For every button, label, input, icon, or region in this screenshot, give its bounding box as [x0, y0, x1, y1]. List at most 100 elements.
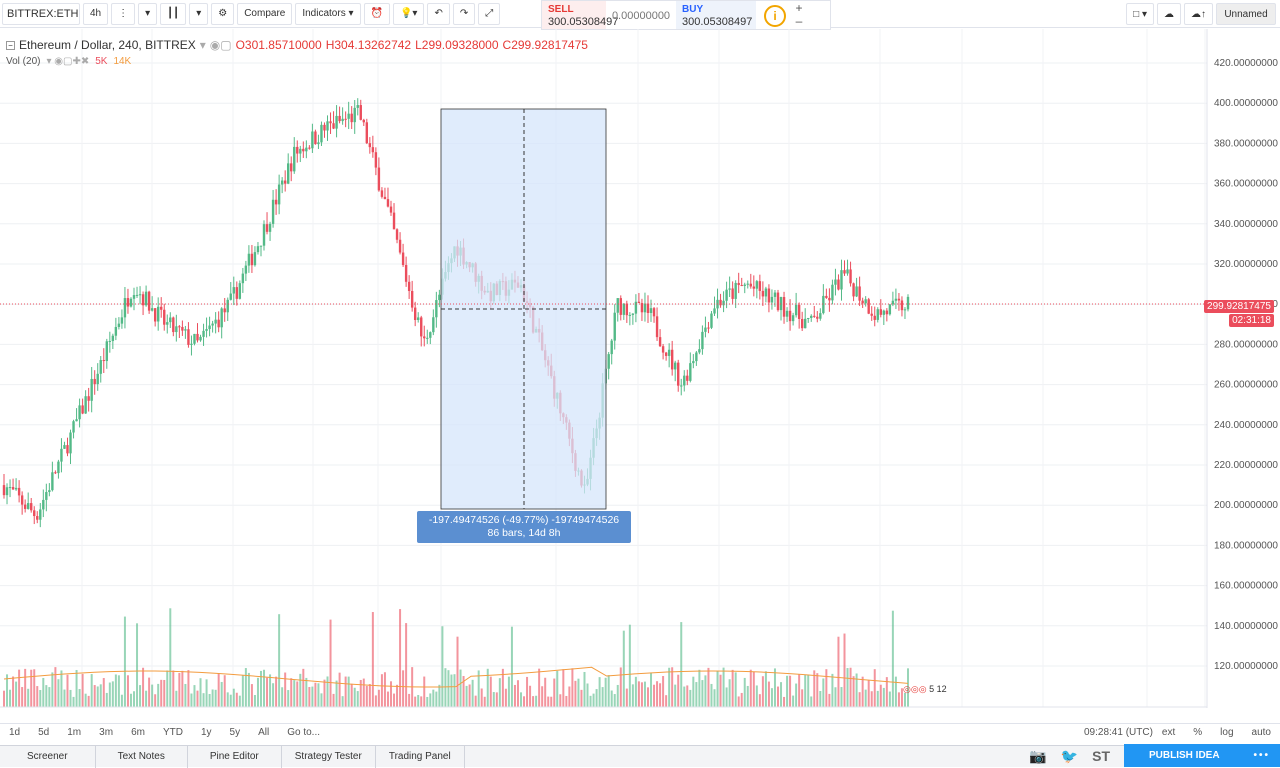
volume-value-a: 5K — [95, 56, 108, 67]
range-all[interactable]: All — [258, 727, 270, 738]
interval-button[interactable]: 4h — [83, 2, 109, 25]
cloud-save-icon[interactable]: ☁↑ — [1184, 3, 1213, 25]
volume-bar — [907, 668, 909, 707]
legend-dropdown-icon[interactable]: ▾ — [199, 38, 206, 52]
tab-pine-editor[interactable]: Pine Editor — [188, 745, 282, 768]
volume-bar — [867, 680, 870, 707]
legend-high: H304.13262742 — [325, 38, 412, 52]
volume-bar — [90, 674, 93, 707]
tab-text-notes[interactable]: Text Notes — [96, 745, 188, 768]
range-6m[interactable]: 6m — [131, 727, 145, 738]
camera-icon[interactable]: 📷 — [1029, 748, 1047, 764]
range-1d[interactable]: 1d — [9, 727, 21, 738]
redo-icon[interactable]: ↷ — [452, 2, 476, 25]
idea-bulb-icon[interactable]: 💡▾ — [392, 2, 425, 25]
candle — [649, 308, 653, 314]
percent-toggle[interactable]: % — [1193, 727, 1203, 738]
candle — [888, 304, 892, 315]
volume-bar — [631, 684, 634, 707]
fullscreen-icon[interactable]: ⤢ — [478, 2, 501, 25]
layout-square-icon[interactable]: □ ▾ — [1126, 3, 1154, 25]
candle — [150, 308, 154, 311]
price-chart[interactable]: 420.00000000 400.00000000 380.00000000 360.… — [0, 29, 1280, 709]
candle — [175, 326, 178, 333]
volume-bar — [680, 622, 683, 707]
candle — [262, 224, 266, 246]
candles-style-icon[interactable]: ┃┃ — [160, 2, 187, 25]
volume-bar — [728, 679, 731, 707]
compare-button[interactable]: Compare — [237, 2, 293, 25]
volume-bar — [831, 673, 834, 707]
symbol-search-input[interactable]: BITTREX:ETHUSD — [2, 2, 80, 25]
range-5y[interactable]: 5y — [229, 727, 241, 738]
log-toggle[interactable]: log — [1220, 727, 1234, 738]
candle — [72, 421, 75, 433]
candle — [226, 299, 229, 313]
events-flag-icon[interactable]: ◎◎◎ — [903, 684, 927, 694]
volume-bar — [719, 674, 722, 707]
range-1y[interactable]: 1y — [200, 727, 212, 738]
settings-gear-icon[interactable]: ⚙ — [211, 2, 235, 25]
volume-bar — [311, 686, 314, 707]
legend-low: L299.09328000 — [415, 38, 499, 52]
volume-bar — [193, 685, 196, 707]
measure-line2: 86 bars, 14d 8h — [487, 527, 561, 539]
quantity-minus-button[interactable]: – — [795, 14, 803, 28]
price-tick-label: 200.00000000 — [1214, 500, 1278, 511]
interval-dropdown-icon[interactable]: ▾ — [138, 2, 158, 25]
volume-bar — [843, 633, 846, 707]
tab-screener[interactable]: Screener — [0, 745, 96, 768]
quantity-plus-button[interactable]: + — [795, 1, 803, 15]
tab-strategy-tester[interactable]: Strategy Tester — [282, 745, 376, 768]
ext-toggle[interactable]: ext — [1161, 727, 1176, 738]
layout-name-button[interactable]: Unnamed — [1216, 3, 1276, 25]
range-5d[interactable]: 5d — [38, 727, 50, 738]
volume-bar — [123, 616, 126, 707]
stocktwits-icon[interactable]: ST — [1092, 748, 1110, 764]
volume-bar — [93, 685, 96, 707]
volume-bar — [344, 676, 347, 707]
undo-icon[interactable]: ↶ — [427, 2, 450, 25]
volume-bar — [737, 696, 740, 707]
chart-style-dropdown-icon[interactable]: ▾ — [189, 2, 209, 25]
volume-bar — [102, 678, 105, 707]
range-1m[interactable]: 1m — [67, 727, 82, 738]
range-ytd[interactable]: YTD — [162, 727, 183, 738]
more-menu-icon[interactable]: ⋮ — [111, 2, 136, 25]
volume-bar — [471, 679, 474, 707]
candle — [791, 315, 795, 322]
twitter-icon[interactable]: 🐦 — [1060, 748, 1079, 764]
sell-button[interactable]: SELL 300.05308497 — [542, 1, 618, 29]
buy-button[interactable]: BUY 300.05308497 — [676, 1, 756, 29]
volume-bar — [722, 667, 725, 707]
range-3m[interactable]: 3m — [99, 727, 114, 738]
volume-bar — [780, 682, 783, 707]
cloud-load-icon[interactable]: ☁ — [1157, 3, 1181, 25]
candle — [126, 298, 130, 307]
volume-bar — [290, 678, 293, 707]
volume-bar — [816, 673, 819, 707]
tab-trading-panel[interactable]: Trading Panel — [376, 745, 465, 768]
candle — [323, 124, 326, 131]
candle — [831, 284, 834, 301]
volume-bar — [69, 689, 72, 707]
candle — [689, 363, 692, 381]
publish-idea-button[interactable]: PUBLISH IDEA ••• — [1124, 744, 1280, 767]
legend-eye-icon[interactable]: ◉▢ — [209, 38, 232, 52]
indicators-button[interactable]: Indicators ▾ — [295, 2, 361, 25]
candle — [616, 298, 619, 313]
legend-collapse-icon[interactable]: − — [6, 40, 15, 50]
candle — [646, 303, 650, 314]
volume-bar — [302, 668, 305, 707]
info-icon[interactable]: i — [764, 5, 786, 27]
candle — [849, 269, 852, 284]
volume-bar — [731, 669, 734, 707]
auto-toggle[interactable]: auto — [1251, 727, 1271, 738]
volume-bar — [444, 668, 447, 707]
publish-more-icon[interactable]: ••• — [1253, 750, 1270, 761]
volume-bar — [232, 688, 235, 707]
volume-dropdown-icon[interactable]: ▾ ◉▢✚✖ — [46, 56, 90, 67]
goto-button[interactable]: Go to... — [287, 727, 321, 738]
alert-icon[interactable]: ⏰ — [363, 2, 390, 25]
volume-bar — [136, 623, 139, 707]
